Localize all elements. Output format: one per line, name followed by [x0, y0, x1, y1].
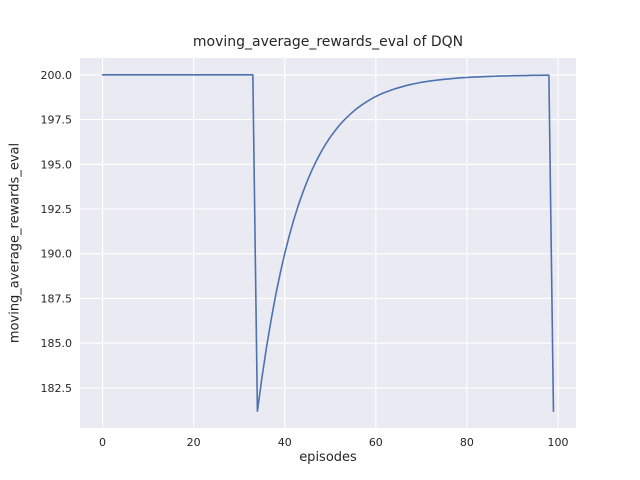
- y-tick-label: 200.0: [41, 69, 73, 82]
- reward-line-series: [101, 74, 555, 412]
- x-tick-label: 20: [187, 436, 201, 449]
- x-tick-label: 60: [369, 436, 383, 449]
- x-tick-label: 80: [460, 436, 474, 449]
- y-tick-label: 192.5: [41, 203, 73, 216]
- axes-background: [80, 58, 576, 428]
- y-tick-label: 185.0: [41, 337, 73, 350]
- x-tick-label: 0: [99, 436, 106, 449]
- x-tick-label: 40: [278, 436, 292, 449]
- y-tick-label: 197.5: [41, 114, 73, 127]
- x-axis-label: episodes: [299, 450, 357, 465]
- chart-title: moving_average_rewards_eval of DQN: [192, 34, 464, 50]
- y-tick-label: 187.5: [41, 292, 73, 305]
- y-tick-label: 190.0: [41, 248, 73, 261]
- y-tick-label: 182.5: [41, 382, 73, 395]
- x-tick-label: 100: [548, 436, 569, 449]
- y-tick-label: 195.0: [41, 158, 73, 171]
